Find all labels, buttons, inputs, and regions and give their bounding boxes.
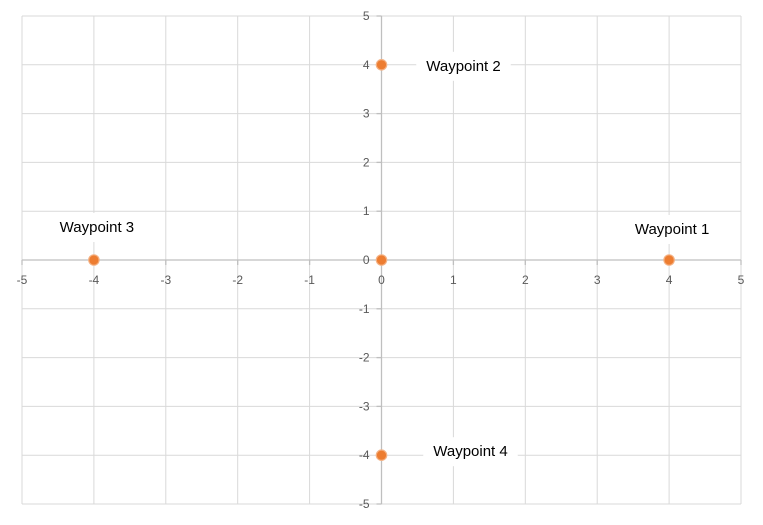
data-point (375, 59, 388, 71)
data-label-background (423, 437, 518, 467)
y-tick-label: 0 (363, 253, 370, 267)
data-point (663, 254, 675, 266)
x-tick-label: -4 (89, 273, 100, 287)
data-label-background (416, 51, 511, 81)
x-tick-label: 2 (522, 273, 529, 287)
y-tick-label: -1 (359, 302, 370, 316)
data-label: Waypoint 2 (426, 58, 500, 75)
x-tick-label: 5 (738, 273, 745, 287)
data-point (375, 449, 388, 461)
y-tick-label: 4 (363, 58, 370, 72)
x-tick-label: 0 (378, 273, 385, 287)
y-tick-label: 3 (363, 107, 370, 121)
y-tick-label: -3 (359, 399, 370, 413)
x-tick-label: -2 (232, 273, 243, 287)
data-label: Waypoint 1 (635, 221, 709, 238)
y-tick-label: 5 (363, 9, 370, 23)
x-tick-label: 4 (666, 273, 673, 287)
data-point (375, 254, 388, 266)
data-points (88, 59, 675, 461)
data-label-background (624, 215, 720, 244)
y-tick-label: -4 (359, 448, 370, 462)
tick-labels: -5 -4 -3 -2 -1 0 1 2 3 4 5 5 4 3 2 1 0 -1 -2 -3 -4 -5 (17, 9, 745, 511)
y-tick-label: 1 (363, 204, 370, 218)
data-label: Waypoint 3 (60, 219, 134, 236)
y-tick-label: 2 (363, 155, 370, 169)
y-tick-label: -2 (359, 351, 370, 365)
x-tick-label: 1 (450, 273, 457, 287)
data-label: Waypoint 4 (433, 443, 507, 460)
y-tick-label: -5 (359, 497, 370, 511)
data-labels: Waypoint 1 Waypoint 2 Waypoint 3 Waypoint 4 (49, 51, 720, 467)
x-tick-label: -1 (304, 273, 315, 287)
data-label-background (49, 213, 145, 242)
x-tick-label: -3 (160, 273, 171, 287)
data-point (88, 254, 100, 266)
x-tick-label: 3 (594, 273, 601, 287)
x-tick-label: -5 (17, 273, 28, 287)
